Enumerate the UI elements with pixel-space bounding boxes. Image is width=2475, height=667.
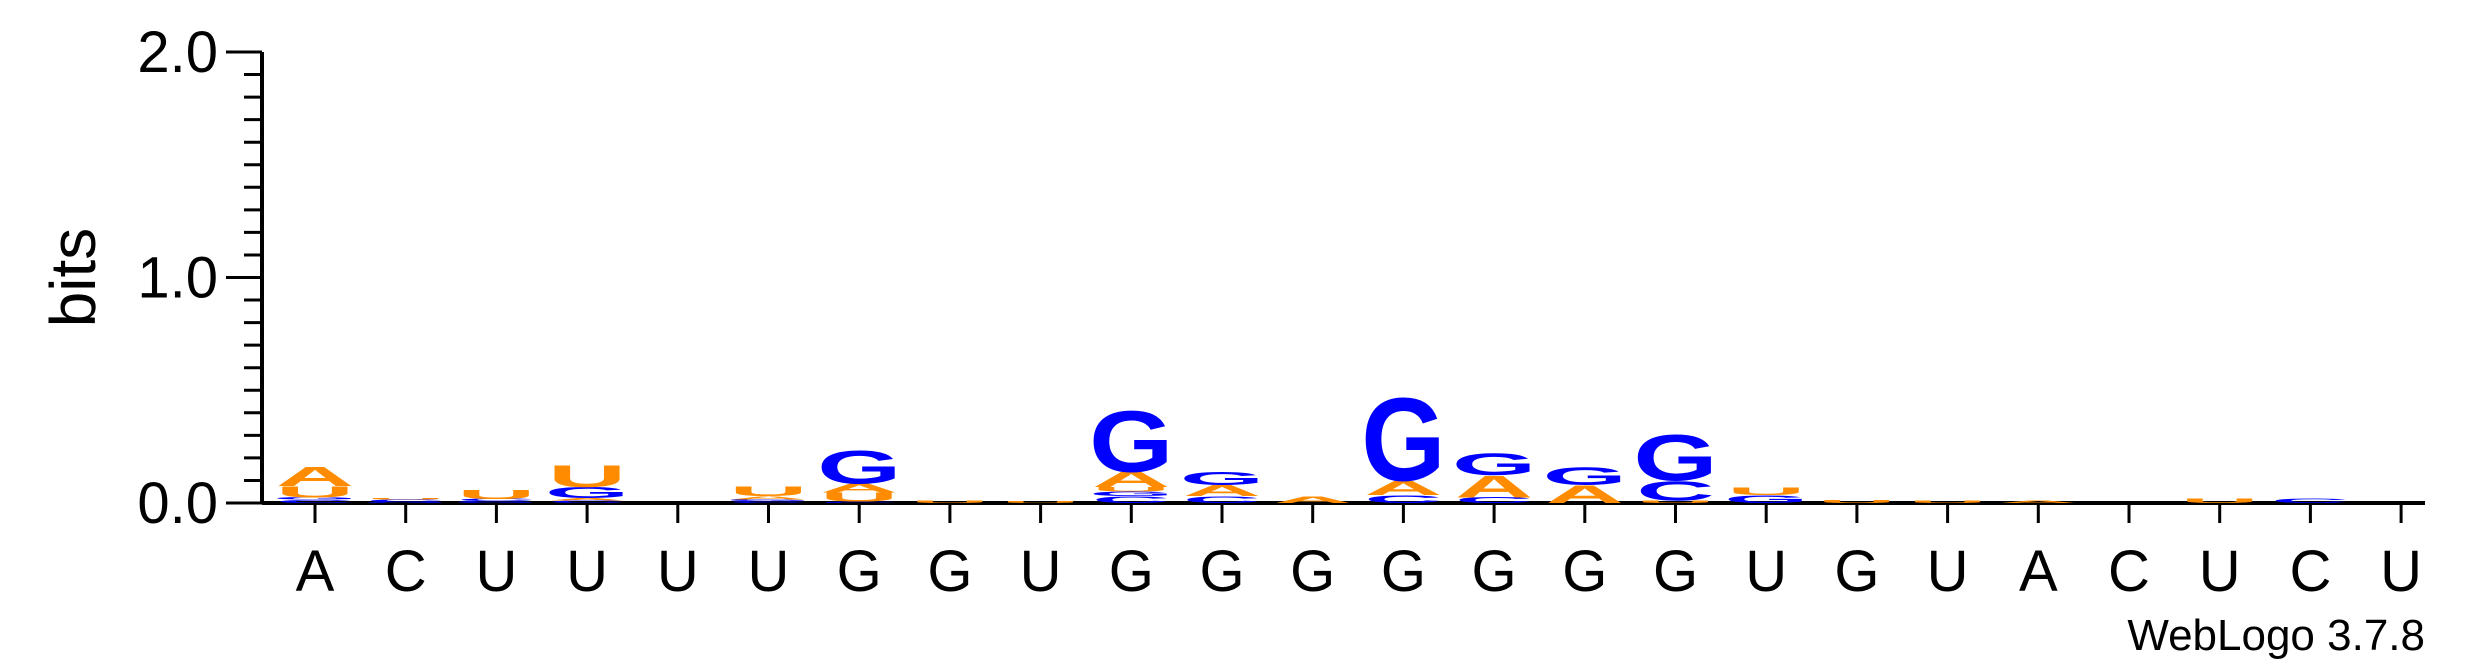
logo-letter-G: G [1633, 421, 1717, 494]
x-tick-label: U [1927, 539, 1969, 604]
logo-letter-A: A [1364, 477, 1442, 500]
x-tick-label: U [475, 539, 517, 604]
logo-letter-A: A [1546, 480, 1624, 508]
logo-letter-G: G [1543, 462, 1627, 490]
x-tick-label: U [1745, 539, 1787, 604]
logo-letter-U: U [820, 490, 898, 504]
logo-letter-A: A [1999, 500, 2077, 503]
logo-letter-U: U [457, 488, 535, 502]
logo-letter-C: C [1636, 475, 1714, 507]
x-tick-label: G [1834, 539, 1879, 604]
logo-letter-U: U [1727, 485, 1805, 497]
x-tick-label: G [1199, 539, 1244, 604]
x-tick-label: A [2019, 539, 2058, 604]
logo-letter-C: C [276, 499, 354, 504]
logo-letter-C: C [1183, 495, 1261, 506]
x-tick-label: G [837, 539, 882, 604]
x-tick-label: G [1381, 539, 1426, 604]
logo-letter-C: C [457, 498, 535, 501]
logo-letter-C: C [1455, 496, 1533, 505]
logo-letter-A: A [548, 498, 626, 501]
logo-letter-C: C [729, 501, 807, 504]
logo-letter-A: A [1274, 495, 1352, 506]
logo-letter-G: G [1452, 447, 1536, 482]
logo-letter-U: U [276, 483, 354, 500]
x-tick-label: C [2108, 539, 2150, 604]
logo-letter-U: U [1636, 500, 1714, 503]
x-tick-label: C [385, 539, 427, 604]
x-tick-label: C [2289, 539, 2331, 604]
axes: 0.01.02.0A C U U U U G G U G G G G G G G U G U A C U C U [137, 20, 2425, 604]
x-tick-label: U [566, 539, 608, 604]
x-tick-label: U [1020, 539, 1062, 604]
y-tick-label: 2.0 [137, 20, 218, 85]
logo-letter-C: C [1364, 493, 1442, 505]
x-tick-label: U [2199, 539, 2241, 604]
logo-letter-G: G [726, 499, 810, 502]
x-tick-label: A [296, 539, 335, 604]
y-tick-label: 1.0 [137, 246, 218, 311]
logo-letter-G: G [545, 484, 629, 501]
logo-letter-A: A [820, 481, 898, 495]
y-tick-label: 0.0 [137, 471, 218, 536]
logo-letter-G: G [273, 497, 357, 500]
logo-letter-C: C [1092, 495, 1170, 506]
logo-letter-C: C [367, 499, 445, 502]
x-tick-label: G [1472, 539, 1517, 604]
y-axis-label: bits [37, 228, 109, 328]
x-tick-label: U [2380, 539, 2422, 604]
x-tick-label: G [1109, 539, 1154, 604]
x-tick-label: G [1290, 539, 1335, 604]
x-tick-label: G [1653, 539, 1698, 604]
logo-letter-A: A [1092, 467, 1170, 492]
logo-letter-U: U [911, 500, 989, 503]
logo-letter-C: C [2271, 497, 2349, 504]
x-tick-label: G [927, 539, 972, 604]
logo-letter-U: U [1818, 499, 1896, 504]
logo-letter-G: G [364, 502, 448, 504]
logo-letter-A: A [729, 496, 807, 501]
logo-letter-A: A [276, 460, 354, 492]
logo-letter-G: G [1089, 392, 1173, 490]
logo-letter-A: A [1455, 469, 1533, 504]
logo-letter-G: G [1724, 493, 1808, 505]
logo-letter-U: U [548, 458, 626, 493]
logo-letter-G: G [1180, 468, 1264, 489]
logo-letter-G: G [1361, 374, 1445, 507]
weblogo-credit: WebLogo 3.7.8 [2127, 611, 2425, 660]
logo-letter-G: G [454, 501, 538, 504]
logo-letter-U: U [1908, 500, 1986, 503]
logo-letter-U: U [367, 498, 445, 500]
logo-letter-U: U [2181, 497, 2259, 504]
logo-letter-U: U [1001, 501, 1079, 504]
logo-letter-C: C [820, 501, 898, 503]
logo-letter-A: A [1183, 482, 1261, 499]
x-tick-label: U [657, 539, 699, 604]
x-tick-label: U [748, 539, 790, 604]
logo-letter-U: U [1092, 486, 1170, 493]
x-tick-label: G [1562, 539, 1607, 604]
logo-letter-G: G [1089, 491, 1173, 498]
logo-letter-U: U [729, 484, 807, 500]
logo-letter-C: C [548, 500, 626, 504]
logo-letter-G: G [817, 441, 901, 494]
